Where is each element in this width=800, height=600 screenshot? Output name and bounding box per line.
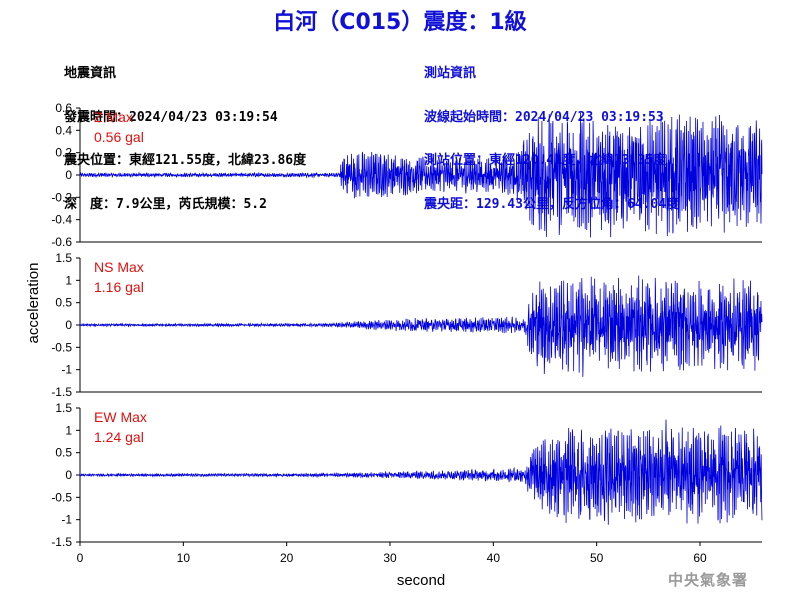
ns-max-value: 1.16 gal — [94, 279, 144, 295]
z-y-tick-label: -0.6 — [51, 235, 72, 249]
z-waveform-trace — [79, 112, 763, 238]
x-tick-label: 0 — [77, 551, 84, 565]
z-max-label: Z Max — [94, 109, 133, 125]
z-y-tick-label: 0.2 — [55, 146, 72, 160]
y-axis-title: acceleration — [25, 263, 42, 344]
ns-y-tick-label: -1.5 — [51, 385, 72, 399]
z-y-tick-label: 0.4 — [55, 123, 72, 137]
ns-y-tick-label: -0.5 — [51, 340, 72, 354]
x-tick-label: 30 — [383, 551, 397, 565]
ns-y-tick-label: -1 — [61, 363, 72, 377]
x-tick-label: 40 — [487, 551, 501, 565]
z-y-tick-label: 0.6 — [55, 101, 72, 115]
quake-epicenter: 震央位置：東經121.55度，北緯23.86度 — [64, 153, 307, 168]
z-max-value: 0.56 gal — [94, 129, 144, 145]
footer-agency: 中央氣象署 — [667, 571, 748, 589]
ns-y-tick-label: 1 — [65, 273, 72, 287]
z-y-tick-label: -0.4 — [51, 213, 72, 227]
ns-max-label: NS Max — [94, 259, 144, 275]
station-onset-time: 波線起始時間：2024/04/23 03:19:53 — [424, 109, 664, 125]
ew-y-tick-label: 1 — [65, 423, 72, 437]
x-axis-title: second — [397, 572, 445, 589]
ew-max-label: EW Max — [94, 409, 147, 425]
quake-info-heading: 地震資訊 — [64, 66, 117, 81]
chart-title: 白河（C015）震度：1級 — [273, 10, 527, 35]
ew-max-value: 1.24 gal — [94, 429, 144, 445]
z-y-tick-label: -0.2 — [51, 190, 72, 204]
ew-y-tick-label: -0.5 — [51, 490, 72, 504]
station-info-heading: 測站資訊 — [424, 66, 477, 81]
station-distance-azimuth: 震央距：129.43公里，反方位角：64.04度 — [424, 196, 680, 212]
ns-y-tick-label: 0 — [65, 318, 72, 332]
ew-y-tick-label: 1.5 — [55, 401, 72, 415]
ns-y-tick-label: 1.5 — [55, 251, 72, 265]
quake-info-block: 地震資訊 發震時間：2024/04/23 03:19:54 震央位置：東經121… — [64, 38, 306, 227]
x-tick-label: 10 — [177, 551, 191, 565]
z-y-tick-label: 0 — [65, 168, 72, 182]
ew-y-tick-label: 0.5 — [55, 446, 72, 460]
ew-y-tick-label: -1 — [61, 513, 72, 527]
x-tick-label: 60 — [693, 551, 707, 565]
station-info-block: 測站資訊 波線起始時間：2024/04/23 03:19:53 測站位置：東經1… — [424, 38, 679, 227]
x-tick-label: 20 — [280, 551, 294, 565]
ew-y-tick-label: 0 — [65, 468, 72, 482]
ns-y-tick-label: 0.5 — [55, 296, 72, 310]
quake-depth-magnitude: 深 度：7.9公里，芮氏規模：5.2 — [64, 196, 267, 212]
quake-time: 發震時間：2024/04/23 03:19:54 — [64, 109, 278, 125]
x-tick-label: 50 — [590, 551, 604, 565]
ew-y-tick-label: -1.5 — [51, 535, 72, 549]
ns-waveform-trace — [79, 275, 763, 377]
ew-waveform-trace — [79, 419, 763, 525]
